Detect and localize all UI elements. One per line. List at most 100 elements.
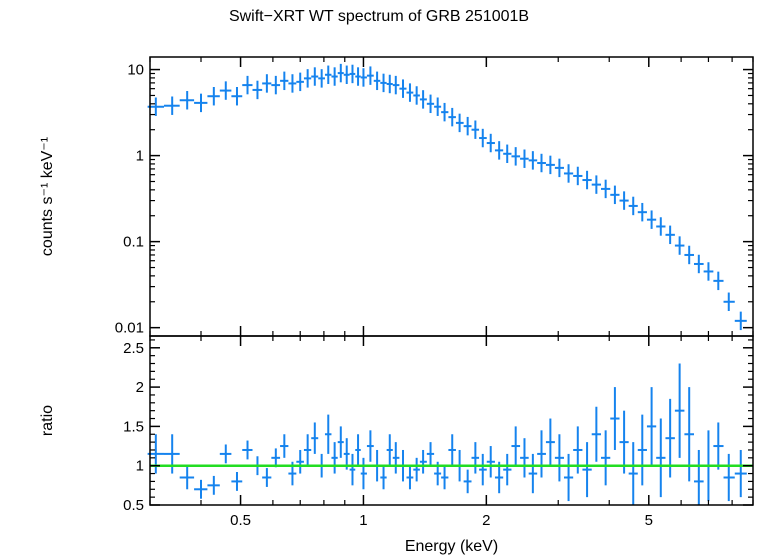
ratio-data-point bbox=[380, 465, 387, 490]
ratio-data-point bbox=[674, 363, 685, 458]
ratio-data-point bbox=[713, 422, 724, 470]
spectrum-data-point bbox=[355, 67, 361, 86]
ratio-data-point bbox=[311, 422, 319, 454]
spectrum-data-point bbox=[591, 175, 602, 194]
ratio-data-point bbox=[503, 453, 512, 486]
spectrum-data-point bbox=[628, 196, 638, 216]
spectrum-data-point bbox=[554, 158, 564, 178]
y-tick-label: 10 bbox=[127, 62, 144, 79]
x-tick-label: 1 bbox=[359, 512, 367, 529]
ratio-y-axis-label: ratio bbox=[39, 405, 56, 436]
spectrum-data-point bbox=[419, 90, 427, 109]
ratio-data-point bbox=[486, 446, 495, 478]
spectrum-data-point bbox=[694, 254, 704, 274]
ratio-data-point bbox=[303, 434, 312, 466]
spectrum-data-point bbox=[619, 191, 629, 210]
ratio-data-point bbox=[479, 453, 487, 486]
ratio-data-point bbox=[610, 387, 620, 450]
spectrum-data-point bbox=[471, 120, 480, 139]
ratio-data-point bbox=[207, 475, 220, 495]
ratio-data-point bbox=[426, 442, 435, 466]
ratio-data-point bbox=[360, 457, 367, 490]
spectrum-data-point bbox=[455, 113, 464, 133]
spectrum-data-point bbox=[349, 64, 356, 84]
spectrum-data-point bbox=[723, 292, 735, 311]
ratio-data-point bbox=[628, 442, 638, 505]
spectrum-data-point bbox=[610, 185, 620, 205]
ratio-data-point bbox=[441, 465, 449, 490]
ratio-data-point bbox=[619, 410, 629, 474]
ratio-data-point bbox=[554, 434, 564, 482]
ratio-data-point bbox=[413, 457, 420, 482]
ratio-data-point bbox=[665, 398, 675, 478]
ratio-data-point bbox=[448, 434, 456, 466]
ratio-data-point bbox=[419, 449, 427, 474]
spectrum-data-point bbox=[563, 164, 574, 183]
ratio-data-point bbox=[582, 442, 592, 498]
x-axis-label: Energy (keV) bbox=[405, 538, 498, 555]
spectrum-data-point bbox=[219, 81, 232, 100]
spectrum-data-point bbox=[386, 74, 393, 94]
spectrum-data-point bbox=[486, 133, 495, 153]
spectrum-y-axis-label: counts s⁻¹ keV⁻¹ bbox=[39, 137, 56, 256]
spectrum-data-point bbox=[537, 153, 546, 173]
ratio-data-point bbox=[355, 434, 361, 466]
ratio-data-point bbox=[331, 442, 338, 474]
ratio-data-point bbox=[280, 434, 289, 458]
y-tick-label: 0.1 bbox=[123, 234, 144, 251]
ratio-data-series bbox=[147, 363, 747, 505]
ratio-data-point bbox=[545, 418, 555, 466]
ratio-data-point bbox=[392, 442, 400, 474]
ratio-data-point bbox=[296, 449, 304, 474]
axes-frames bbox=[149, 56, 754, 506]
ratio-data-point bbox=[164, 434, 180, 474]
spectrum-data-point bbox=[271, 75, 281, 95]
spectrum-data-point bbox=[448, 107, 456, 127]
spectrum-data-point bbox=[426, 94, 435, 114]
spectrum-data-point bbox=[337, 63, 344, 83]
ratio-data-point bbox=[723, 453, 735, 502]
ratio-data-point bbox=[343, 438, 350, 470]
spectrum-data-point bbox=[646, 210, 657, 229]
spectrum-data-point bbox=[674, 236, 685, 255]
y-tick-label: 2 bbox=[136, 379, 144, 396]
spectrum-data-series bbox=[147, 63, 747, 331]
spectrum-data-point bbox=[545, 155, 555, 175]
ratio-data-point bbox=[406, 465, 414, 490]
spectrum-data-point bbox=[242, 75, 253, 95]
spectrum-data-point bbox=[231, 87, 243, 106]
x-tick-label: 0.5 bbox=[230, 512, 251, 529]
y-tick-label: 1 bbox=[136, 458, 144, 475]
spectrum-data-point bbox=[360, 68, 367, 87]
ratio-data-point bbox=[646, 387, 657, 466]
ratio-data-point bbox=[694, 449, 704, 505]
ratio-data-point bbox=[537, 430, 546, 478]
ratio-data-point bbox=[656, 418, 666, 498]
spectrum-data-point bbox=[463, 116, 472, 136]
ratio-data-point bbox=[324, 414, 332, 454]
spectrum-data-point bbox=[434, 97, 442, 116]
ratio-data-point bbox=[219, 444, 232, 464]
x-tick-label: 2 bbox=[482, 512, 490, 529]
spectrum-data-point bbox=[392, 75, 400, 95]
y-tick-label: 1.5 bbox=[123, 418, 144, 435]
spectrum-data-point bbox=[343, 65, 350, 84]
spectrum-data-point bbox=[494, 141, 504, 160]
spectrum-data-point bbox=[262, 74, 272, 93]
spectrum-data-point bbox=[413, 86, 420, 105]
ratio-axes-frame bbox=[149, 335, 754, 506]
y-tick-label: 0.01 bbox=[115, 320, 144, 337]
ratio-data-point bbox=[179, 465, 195, 490]
spectrum-data-point bbox=[511, 147, 521, 166]
ratio-data-point bbox=[637, 414, 647, 486]
spectrum-data-point bbox=[164, 96, 180, 115]
ratio-data-point bbox=[563, 453, 574, 502]
spectrum-data-point bbox=[324, 65, 332, 84]
ratio-data-point bbox=[262, 468, 272, 487]
spectrum-data-point bbox=[179, 91, 195, 110]
spectrum-data-point bbox=[399, 79, 407, 98]
spectrum-data-point bbox=[520, 149, 529, 168]
spectrum-data-point bbox=[479, 128, 487, 148]
spectrum-data-point bbox=[366, 66, 374, 85]
